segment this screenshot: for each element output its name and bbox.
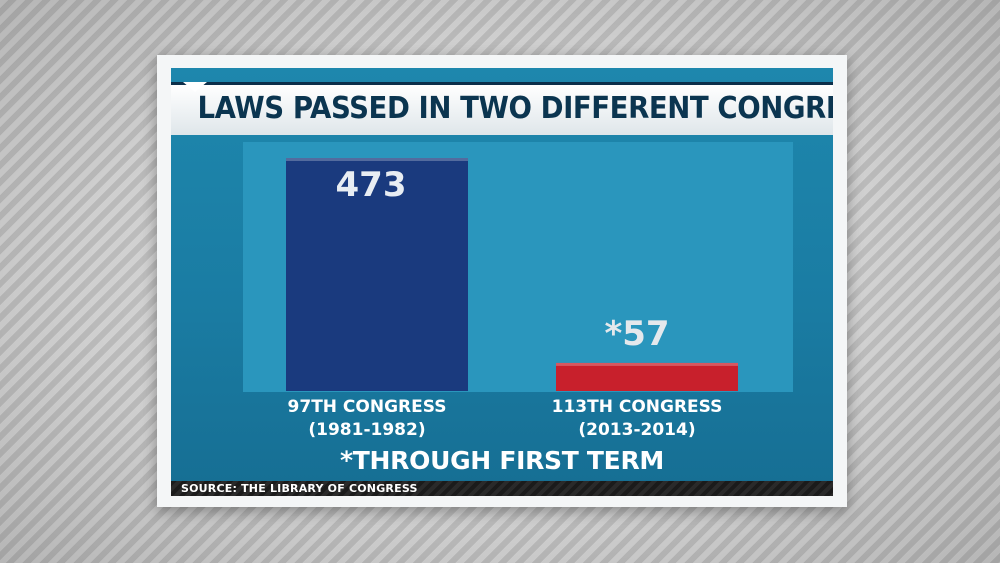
title-notch	[183, 82, 207, 92]
category-label-1-line-1: 97TH CONGRESS	[288, 397, 447, 417]
chart-title: LAWS PASSED IN TWO DIFFERENT CONGRESSES	[197, 91, 833, 126]
bar-highlight-1	[286, 158, 468, 161]
bar-1	[286, 158, 468, 391]
category-label-2-line-2: (2013-2014)	[578, 420, 695, 440]
chart-panel: LAWS PASSED IN TWO DIFFERENT CONGRESSES …	[171, 68, 833, 496]
bar-highlight-2	[556, 362, 738, 366]
bar-2	[556, 362, 738, 391]
category-label-1-line-2: (1981-1982)	[308, 420, 425, 440]
source-text: SOURCE: THE LIBRARY OF CONGRESS	[181, 482, 418, 495]
footnote: *THROUGH FIRST TERM	[340, 446, 664, 475]
bar-chart: 473 *57 97TH CONGRESS (1981-1982) 113TH CON…	[243, 142, 793, 440]
value-label-1: 473	[336, 165, 407, 205]
category-label-2-line-1: 113TH CONGRESS	[552, 397, 723, 417]
value-label-2: *57	[604, 314, 669, 354]
source-bar: SOURCE: THE LIBRARY OF CONGRESS	[171, 481, 833, 496]
title-bar: LAWS PASSED IN TWO DIFFERENT CONGRESSES	[171, 82, 833, 135]
